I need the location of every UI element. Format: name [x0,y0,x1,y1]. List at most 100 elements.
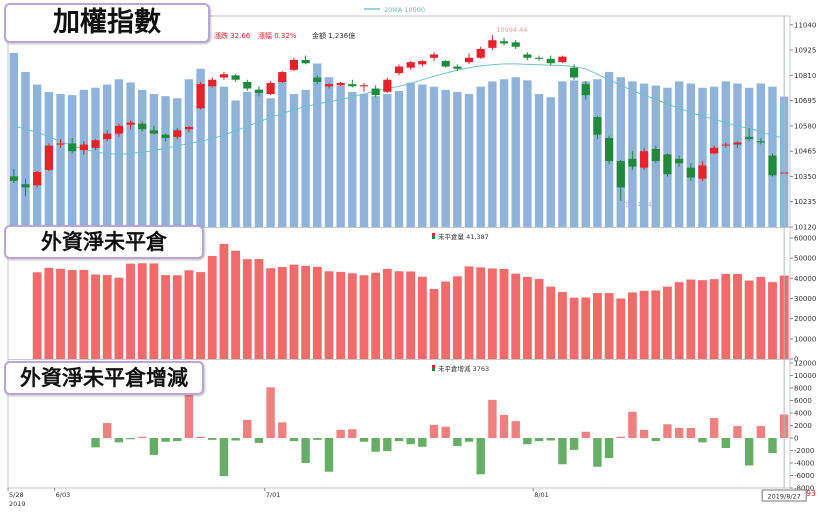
candle-down [348,84,357,87]
y-tick-label-change: -8000 [794,485,814,493]
volume-bar [709,86,719,227]
oi-bar [756,276,766,359]
volume-bar [336,85,345,227]
oi-bar [382,268,392,359]
change-bar-positive [429,424,439,438]
candle-down [441,61,450,67]
volume-bar [569,80,579,227]
candle-up [324,84,334,87]
y-tick-label-change: 10000 [794,372,816,380]
x-tick-label: 5/28 [9,491,24,499]
volume-bar [546,97,555,227]
volume-bar [138,89,147,227]
change-bar-positive [196,436,205,438]
ma20-legend: 20MA 10500 [384,6,425,14]
amount-text: 金額 1,236億 [312,31,355,40]
change-bar-positive [278,422,287,438]
change-bar-negative [744,438,754,466]
y-tick-label-oi: 40000 [794,275,816,283]
oi-bar [289,264,299,359]
candle-up [103,133,112,140]
oi-bar [161,275,171,359]
change-bar-positive [499,414,509,438]
change-bar-negative [114,438,124,443]
candle-up [184,126,193,130]
candle-down [651,148,660,162]
change-bar-positive [686,428,695,438]
candle-up [126,122,135,125]
cursor-date: 2019/8/27 [767,493,800,501]
candle-down [313,77,322,82]
oi-bar [546,286,556,359]
candle-up [698,165,707,179]
oi-bar [441,281,451,359]
candle-down [161,134,170,138]
x-tick-label: 6/03 [56,491,71,499]
candle-up [359,85,369,87]
y-tick-label-price: 10580 [794,122,816,130]
y-tick-label-change: 0 [794,435,798,443]
ma20-line [13,63,785,156]
oi-bar [359,275,369,359]
oi-bar [592,293,602,359]
x-tick-label: 8/01 [534,491,549,499]
volume-bar [371,96,380,228]
change-bar-negative [149,438,159,455]
oi-bar [476,267,486,359]
candle-up [488,40,497,48]
volume-bar [558,81,567,227]
volume-bar [523,80,532,227]
candle-up [394,66,404,74]
oi-bar [196,272,206,359]
volume-bar [476,86,485,227]
oi-bar [768,282,777,359]
oi-change-title-label: 外資淨未平倉增減 [4,361,204,395]
change-bar-positive [756,426,766,438]
candle-up [289,59,299,70]
change-bar-positive [266,387,275,438]
candle-down [581,84,590,96]
candle-up [56,143,65,145]
candle-down [628,158,637,167]
volume-bar [126,82,135,227]
change-bar-positive [336,429,345,438]
candle-up [558,56,567,63]
y-tick-label-change: -4000 [794,460,814,468]
candle-down [569,67,579,78]
y-tick-label-oi: 60000 [794,235,816,243]
oi-bar [639,290,649,359]
oi-bar [301,265,311,359]
change-bar-negative [558,438,567,465]
change-bar-negative [406,438,415,445]
volume-bar [756,83,766,228]
oi-bar [277,267,287,359]
oi-bar [347,273,357,359]
oi-bar [126,263,135,359]
change-bar-positive [616,436,625,438]
y-tick-label-oi: 0 [794,356,798,364]
oi-title-label: 外資淨未平倉 [4,225,204,259]
oi-bar [406,271,416,359]
y-tick-label-change: 6000 [794,397,812,405]
volume-bar [161,96,170,228]
volume-bar [383,94,392,227]
candle-up [476,48,485,58]
oi-bar [651,290,661,359]
change-bar-negative [394,438,404,442]
change-bar-positive [103,423,112,438]
oi-bar [487,268,497,359]
volume-bar [67,95,77,227]
y-tick-label-price: 10235 [794,198,816,206]
volume-bar [674,81,684,227]
candle-up [278,72,287,82]
volume-bar [219,86,229,227]
volume-bar [173,98,182,227]
volume-bar [103,84,112,227]
volume-bar [208,83,217,228]
candle-down [371,88,380,96]
oi-bar [581,297,591,359]
oi-bar [534,278,544,359]
y-tick-label-oi: 50000 [794,255,816,263]
volume-bar [348,91,357,228]
